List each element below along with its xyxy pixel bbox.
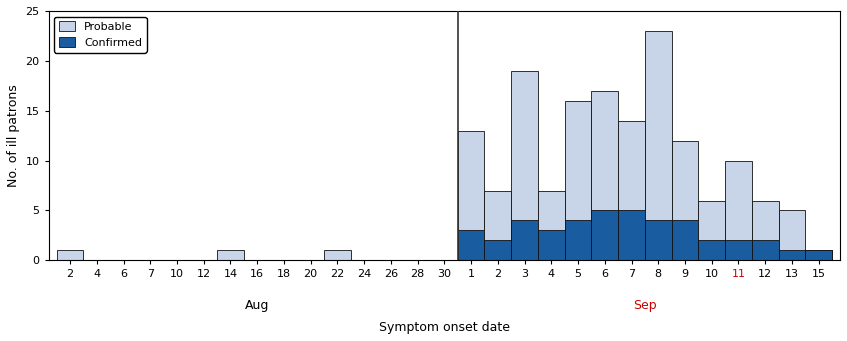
Bar <box>725 161 752 261</box>
Bar <box>457 231 484 261</box>
Bar <box>672 140 699 261</box>
Bar <box>484 191 512 261</box>
Bar <box>457 131 484 261</box>
Bar <box>645 31 672 261</box>
Bar <box>645 220 672 261</box>
Bar <box>752 240 778 261</box>
Bar <box>618 121 645 261</box>
Text: Sep: Sep <box>633 299 656 312</box>
Bar <box>778 210 805 261</box>
Bar <box>618 210 645 261</box>
Y-axis label: No. of ill patrons: No. of ill patrons <box>7 84 20 187</box>
Bar <box>672 220 699 261</box>
X-axis label: Symptom onset date: Symptom onset date <box>379 321 510 334</box>
Bar <box>57 250 83 261</box>
Bar <box>591 210 618 261</box>
Bar <box>778 250 805 261</box>
Bar <box>591 91 618 261</box>
Bar <box>324 250 351 261</box>
Bar <box>565 101 591 261</box>
Bar <box>484 240 512 261</box>
Text: Aug: Aug <box>245 299 269 312</box>
Bar <box>565 220 591 261</box>
Bar <box>805 250 832 261</box>
Bar <box>217 250 244 261</box>
Bar <box>752 201 778 261</box>
Bar <box>512 220 538 261</box>
Bar <box>725 240 752 261</box>
Bar <box>805 250 832 261</box>
Bar <box>538 191 565 261</box>
Bar <box>699 240 725 261</box>
Legend: Probable, Confirmed: Probable, Confirmed <box>54 16 147 53</box>
Bar <box>699 201 725 261</box>
Bar <box>538 231 565 261</box>
Bar <box>512 71 538 261</box>
